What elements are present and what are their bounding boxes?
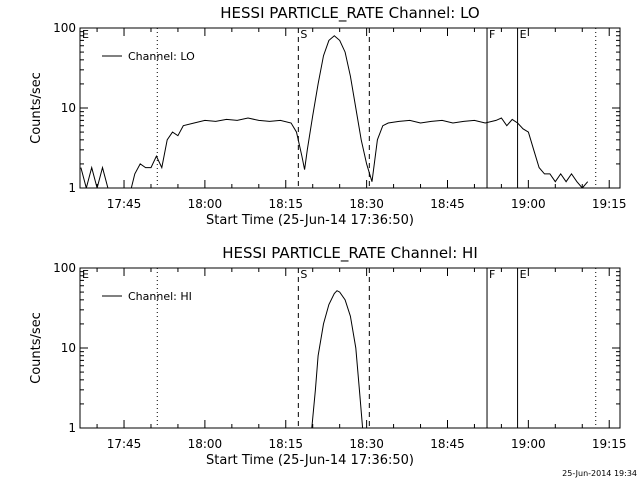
hi-y-tick-label: 100 <box>53 261 76 275</box>
lo-series-line <box>80 35 589 188</box>
hi-marker-label: F <box>489 268 495 281</box>
lo-x-tick-label: 18:15 <box>268 197 303 211</box>
lo-x-tick-label: 18:30 <box>349 197 384 211</box>
lo-x-tick-label: 18:45 <box>430 197 465 211</box>
lo-marker-label: E <box>82 28 89 41</box>
lo-x-tick-label: 19:15 <box>592 197 627 211</box>
hi-y-tick-label: 10 <box>61 341 76 355</box>
hi-y-tick-label: 1 <box>68 421 76 435</box>
lo-channel-plot: HESSI PARTICLE_RATE Channel: LO 17:45 18:0… <box>29 4 627 228</box>
lo-legend-label: Channel: LO <box>128 50 195 63</box>
lo-y-tick-label: 10 <box>61 101 76 115</box>
hi-y-axis-label: Counts/sec <box>29 312 44 384</box>
hi-x-tick-label: 19:15 <box>592 437 627 451</box>
lo-y-tick-label: 1 <box>68 181 76 195</box>
hi-x-tick-label: 18:15 <box>268 437 303 451</box>
hi-series-line <box>311 290 364 428</box>
hi-x-tick-label: 18:30 <box>349 437 384 451</box>
lo-marker-label: S <box>300 28 307 41</box>
hi-marker-label: S <box>300 268 307 281</box>
lo-y-tick-label: 100 <box>53 21 76 35</box>
hi-legend-label: Channel: HI <box>128 290 192 303</box>
lo-x-axis-label: Start Time (25-Jun-14 17:36:50) <box>206 213 414 228</box>
lo-x-tick-label: 18:00 <box>188 197 223 211</box>
hi-x-tick-label: 18:00 <box>188 437 223 451</box>
hi-chart-title: HESSI PARTICLE_RATE Channel: HI <box>222 244 478 263</box>
lo-y-axis-label: Counts/sec <box>29 72 44 144</box>
hi-marker-label: E <box>520 268 527 281</box>
hi-x-tick-label: 19:00 <box>511 437 546 451</box>
hi-marker-label: E <box>82 268 89 281</box>
lo-marker-label: E <box>520 28 527 41</box>
lo-marker-label: F <box>489 28 495 41</box>
hi-x-axis-label: Start Time (25-Jun-14 17:36:50) <box>206 453 414 468</box>
hi-channel-plot: HESSI PARTICLE_RATE Channel: HI 17:45 18:0… <box>29 244 627 468</box>
generation-timestamp: 25-Jun-2014 19:34 <box>562 469 637 478</box>
hi-x-tick-label: 17:45 <box>107 437 142 451</box>
lo-chart-title: HESSI PARTICLE_RATE Channel: LO <box>220 4 479 23</box>
lo-x-tick-label: 19:00 <box>511 197 546 211</box>
lo-x-tick-label: 17:45 <box>107 197 142 211</box>
hi-x-tick-label: 18:45 <box>430 437 465 451</box>
